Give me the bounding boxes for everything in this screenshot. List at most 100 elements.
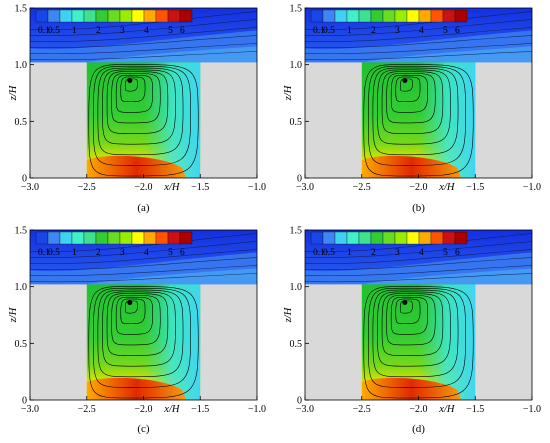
colorbar-tick-label: 0.5: [323, 248, 335, 258]
y-tick-label: 0.5: [290, 117, 303, 128]
x-tick-label: −1.0: [248, 182, 266, 193]
right-block: [475, 62, 532, 178]
recirculation-streamline: [386, 295, 436, 346]
recirculation-streamline: [93, 65, 191, 166]
flow-streamline: [29, 265, 258, 277]
flow-streamline: [304, 249, 533, 264]
colorbar-swatch: [35, 9, 49, 23]
colorbar-swatch: [382, 9, 396, 23]
panels: 0.10.5 1 2 3 4 5 6 −3.0 −2.5 −2.0 −1.5 −1.0 0 0.5 1.0 1…: [8, 4, 541, 436]
panel-a: 0.10.5 1 2 3 4 5 6−3.0 −2.5 −2.0 −1.5 −1.000.51.01…: [8, 4, 266, 215]
colorbar-tick-label: 0.1: [38, 248, 50, 258]
flow-streamlines: [29, 233, 258, 283]
y-tick-label: 1.0: [15, 60, 28, 71]
panel-label: (a): [137, 202, 150, 214]
recirculation-streamline: [111, 295, 161, 346]
colorbar-tick-label: 3: [120, 248, 125, 258]
vortex-center-marker: [402, 300, 408, 306]
colorbar-swatch: [119, 231, 133, 245]
flow-streamlines: [304, 233, 533, 283]
x-tick-label: −1.5: [466, 182, 484, 193]
cavity-bottom-zone: [361, 155, 462, 178]
flow-streamline: [29, 27, 258, 42]
right-block: [200, 284, 257, 400]
colorbar-tick-label: 4: [419, 26, 424, 36]
x-tick-label: −3.0: [21, 404, 39, 415]
flow-streamline: [304, 233, 533, 252]
colorbar-swatch: [322, 231, 336, 245]
colorbar-swatch: [83, 231, 97, 245]
flow-streamline: [29, 257, 258, 271]
recirculation-streamline: [395, 298, 421, 325]
colorbar-tick-label: 0.1: [38, 26, 50, 36]
x-axis-label: x/H: [438, 182, 456, 193]
right-block: [200, 62, 257, 178]
y-tick-label: 1.5: [290, 226, 303, 237]
recirculation-streamline: [115, 296, 153, 335]
x-axis-label: x/H: [163, 404, 181, 415]
colorbar-swatch: [394, 9, 408, 23]
shear-layer-inner: [361, 268, 532, 285]
recirculation-streamline: [363, 64, 474, 177]
y-tick-label: 0: [22, 396, 27, 407]
y-axis-label: z/H: [8, 84, 19, 101]
x-tick-label: −1.0: [523, 182, 541, 193]
recirculation-streamline: [390, 74, 428, 113]
x-tick-label: −2.0: [134, 182, 152, 193]
x-tick-label: −2.5: [78, 182, 96, 193]
colorbar-swatch: [334, 231, 348, 245]
colorbar-swatch: [179, 231, 193, 245]
cavity-streamlines: [363, 64, 474, 177]
recirculation-streamline: [377, 69, 451, 145]
y-tick-label: 1.5: [290, 4, 303, 15]
y-tick-label: 1.0: [290, 60, 303, 71]
colorbar-tick-label: 4: [144, 26, 149, 36]
panel-b: 0.10.5 1 2 3 4 5 6−3.0 −2.5 −2.0 −1.5 −1.000.51.01…: [283, 4, 541, 215]
x-tick-label: −3.0: [21, 182, 39, 193]
recirculation-streamline: [102, 69, 176, 145]
vortex-center-marker: [127, 300, 133, 306]
colorbar-swatch: [47, 231, 61, 245]
colorbar-swatch: [107, 9, 121, 23]
panel-label: (c): [137, 423, 150, 435]
colorbar-tick-label: 1: [72, 26, 77, 36]
colorbar-swatch: [131, 231, 145, 245]
recirculation-streamline: [88, 64, 199, 177]
recirculation-streamline: [102, 291, 176, 367]
recirculation-streamline: [115, 74, 153, 113]
colorbar-tick-label: 4: [419, 248, 424, 258]
colorbar-swatch: [406, 9, 420, 23]
x-tick-label: −2.5: [353, 182, 371, 193]
colorbar-swatch: [107, 231, 121, 245]
y-tick-label: 0.5: [15, 339, 28, 350]
colorbar-swatch: [95, 231, 109, 245]
colorbar-swatch: [370, 9, 384, 23]
flow-streamline: [304, 265, 533, 277]
x-axis-label: x/H: [163, 182, 181, 193]
recirculation-streamline: [97, 289, 184, 378]
vortex-center-marker: [127, 78, 133, 84]
colorbar-swatch: [442, 231, 456, 245]
colorbar-swatch: [155, 9, 169, 23]
y-tick-label: 1.0: [290, 282, 303, 293]
colorbar-tick-label: 0.5: [323, 26, 335, 36]
x-tick-label: −3.0: [296, 404, 314, 415]
flow-streamline: [29, 11, 258, 30]
colorbar-swatch: [310, 9, 324, 23]
cavity-streamlines: [88, 286, 199, 399]
colorbar-tick-label: 0.5: [48, 248, 60, 258]
cavity-bottom-zone: [86, 155, 187, 178]
colorbar: 0.10.5 1 2 3 4 5 6: [35, 231, 193, 258]
cavity-streamlines: [363, 286, 474, 399]
colorbar-tick-label: 5: [443, 26, 448, 36]
recirculation-streamline: [368, 287, 466, 388]
recirculation-streamline: [400, 300, 413, 314]
recirculation-streamline: [111, 73, 161, 124]
colorbar-swatch: [167, 231, 181, 245]
flow-streamline: [29, 233, 258, 252]
colorbar-swatch: [83, 9, 97, 23]
colorbar-tick-label: 0.1: [313, 26, 325, 36]
recirculation-streamline: [400, 78, 413, 92]
flow-streamlines: [304, 11, 533, 61]
recirculation-streamline: [372, 289, 459, 378]
